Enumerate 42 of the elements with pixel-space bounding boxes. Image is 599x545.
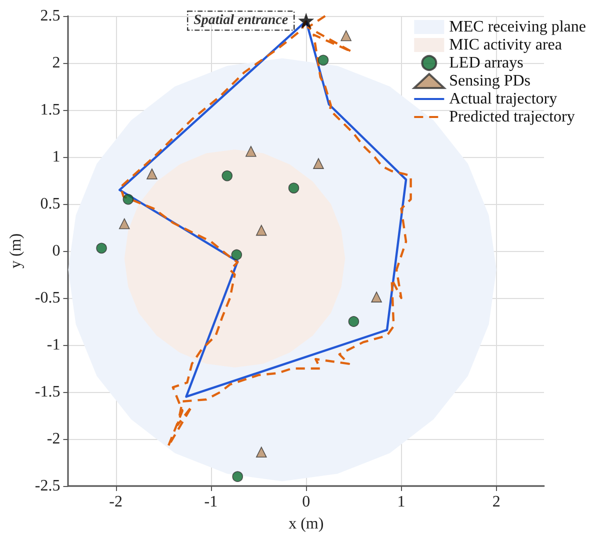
point: [318, 54, 329, 66]
point: [146, 168, 158, 180]
x-tick-label: -1: [204, 494, 218, 510]
point: [231, 249, 242, 260]
x-tick-label: -2: [109, 494, 122, 510]
legend-label: LED arrays: [449, 54, 524, 72]
point: [222, 170, 233, 182]
y-tick-label: -1.5: [34, 384, 60, 400]
point: [256, 224, 267, 236]
y-tick-label: 2.5: [40, 8, 60, 24]
y-tick-label: 1: [52, 148, 60, 166]
legend-label: MIC activity area: [449, 36, 562, 54]
point: [96, 242, 107, 254]
point: [340, 30, 352, 42]
legend-label: Predicted trajectory: [449, 108, 575, 126]
y-tick-label: -2: [46, 430, 60, 448]
legend-label: Actual trajectory: [449, 90, 558, 108]
y-axis-title: y (m): [8, 233, 24, 269]
legend-label: MEC receiving plane: [449, 18, 586, 36]
x-axis-title: x (m): [288, 516, 324, 532]
point: [313, 158, 324, 169]
point: [348, 316, 360, 327]
point: [118, 218, 130, 230]
point: [288, 182, 300, 194]
point: [256, 446, 267, 458]
point: [298, 12, 314, 29]
legend-label: Sensing PDs: [449, 72, 531, 90]
x-tick-label: 0: [302, 494, 310, 510]
x-tick-label: 1: [397, 494, 406, 510]
y-tick-label: -0.5: [34, 290, 60, 306]
point: [371, 292, 382, 302]
y-tick-label: 2: [52, 54, 60, 72]
y-tick-label: -1: [46, 336, 60, 354]
x-tick-label: 2: [492, 494, 500, 510]
y-tick-label: -2.5: [34, 478, 60, 494]
point: [122, 194, 134, 205]
y-tick-label: 0: [52, 242, 60, 260]
annotation: Spatial entrance: [194, 13, 288, 28]
point: [246, 146, 256, 157]
y-tick-label: 0.5: [40, 196, 60, 212]
point: [232, 471, 244, 482]
y-tick-label: 1.5: [40, 102, 60, 118]
